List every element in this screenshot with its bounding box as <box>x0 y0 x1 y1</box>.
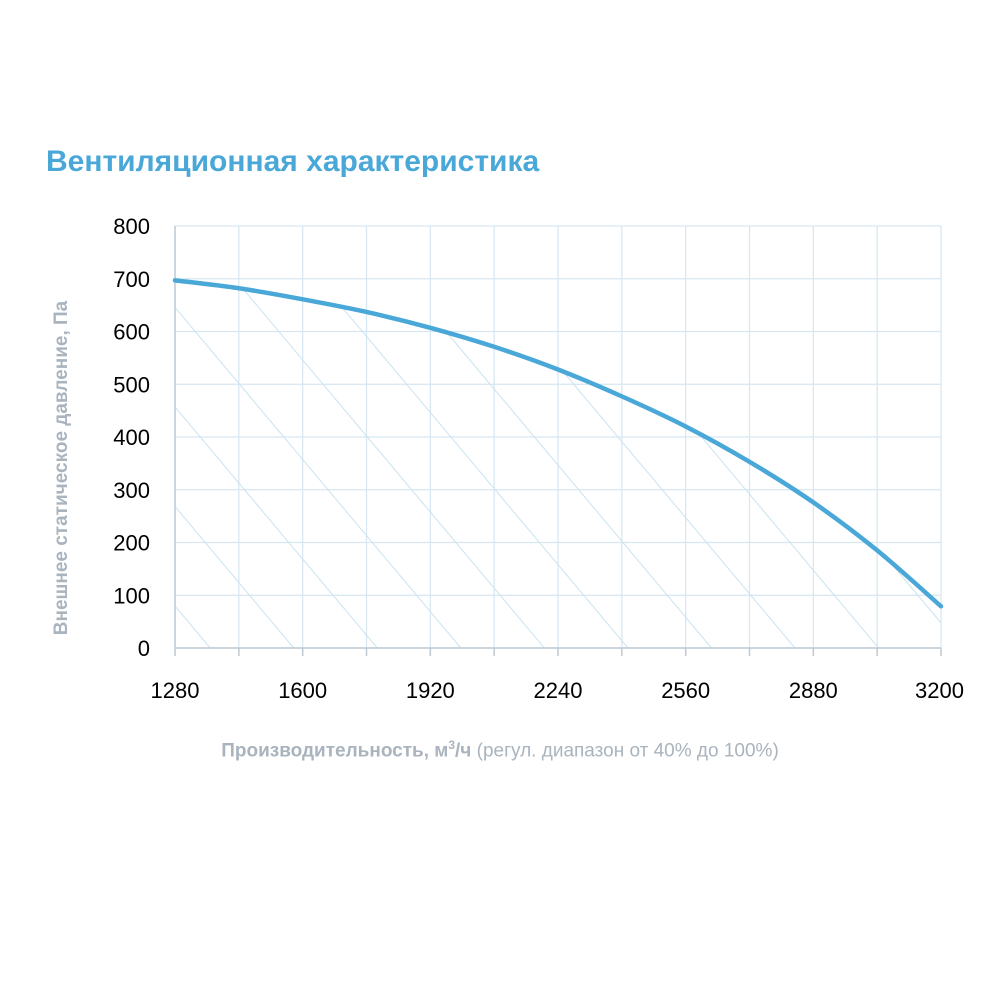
x-tick-label: 1920 <box>406 678 455 703</box>
y-tick-label: 700 <box>113 267 150 292</box>
series-line-group <box>172 278 944 609</box>
hatched-area-fill <box>175 280 941 648</box>
series-line <box>172 278 944 609</box>
x-axis-title-note: (регул. диапазон от 40% до 100%) <box>471 740 779 762</box>
hatched-area <box>175 280 941 648</box>
x-tick-labels: 1280 1600 1920 2240 2560 2880 3200 <box>151 678 964 703</box>
y-tick-label: 100 <box>113 583 150 608</box>
x-axis-title-unit: /ч <box>455 740 472 762</box>
y-tick-label: 0 <box>138 636 150 661</box>
x-tick-label: 1280 <box>151 678 200 703</box>
chart-title: Вентиляционная характеристика <box>46 145 540 178</box>
x-tick-label: 2240 <box>534 678 583 703</box>
x-tick-label: 2560 <box>661 678 710 703</box>
x-axis-title-superscript: 3 <box>448 738 456 752</box>
y-tick-label: 400 <box>113 425 150 450</box>
y-tick-label: 300 <box>113 478 150 503</box>
y-tick-label: 200 <box>113 531 150 556</box>
y-tick-label: 500 <box>113 372 150 397</box>
y-tick-label: 800 <box>113 214 150 239</box>
axes <box>174 226 942 656</box>
x-axis-title: Производительность, м3/ч (регул. диапазо… <box>0 738 1000 762</box>
x-tick-label: 2880 <box>789 678 838 703</box>
y-tick-labels: 0 100 200 300 400 500 600 700 800 <box>113 214 150 661</box>
y-axis-title: Внешнее статическое давление, Па <box>51 300 72 635</box>
y-tick-label: 600 <box>113 320 150 345</box>
x-tick-label: 1600 <box>278 678 327 703</box>
x-tick-label: 3200 <box>915 678 964 703</box>
x-axis-title-main: Производительность, м <box>221 740 449 762</box>
